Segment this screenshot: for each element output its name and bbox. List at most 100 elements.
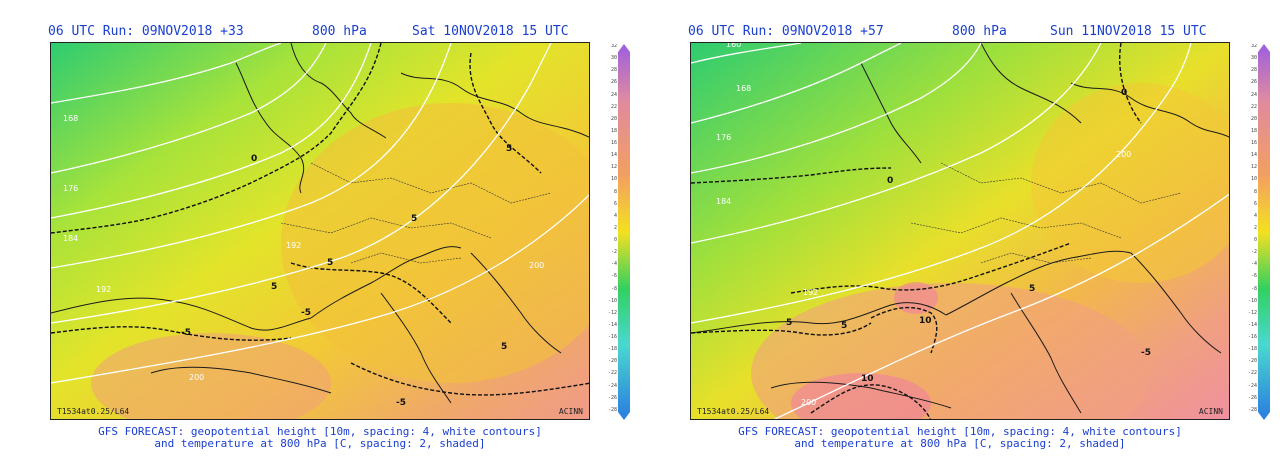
map-caption: GFS FORECAST: geopotential height [10m, … <box>0 426 640 450</box>
temp-label: -5 <box>181 328 191 338</box>
forecast-panel-right: 06 UTC Run: 09NOV2018 +57 800 hPa Sun 11… <box>640 0 1280 462</box>
temp-label: 5 <box>786 318 792 328</box>
temp-label: 10 <box>861 374 874 384</box>
colorbar-tick-label: -2 <box>1250 249 1257 256</box>
colorbar-tick-label: -24 <box>607 382 617 389</box>
colorbar-tick-label: -14 <box>1247 321 1257 328</box>
level-label: 800 hPa <box>952 24 1007 39</box>
colorbar-tick-label: -18 <box>1247 346 1257 353</box>
colorbar-tick-label: 0 <box>613 237 617 244</box>
run-label: 06 UTC Run: 09NOV2018 +57 <box>688 24 884 39</box>
map-svg: 160 168 176 184 192 200 200 0 0 5 5 5 10… <box>691 43 1229 419</box>
colorbar-tick-label: 26 <box>1250 79 1257 86</box>
colorbar-tick-label: -14 <box>607 321 617 328</box>
credit-tag: ACINN <box>558 407 583 416</box>
colorbar-tick-label: 14 <box>610 152 617 159</box>
model-tag: T1534at0.25/L64 <box>57 407 130 416</box>
height-label: 200 <box>189 373 204 382</box>
forecast-map: 160 168 176 184 192 200 200 0 0 5 5 5 10… <box>690 42 1230 420</box>
temp-label: 5 <box>411 214 417 224</box>
credit-tag: ACINN <box>1198 407 1223 416</box>
colorbar-tick-label: -10 <box>607 297 617 304</box>
temp-label: -5 <box>1141 348 1151 358</box>
colorbar-tick-label: 2 <box>613 224 617 231</box>
temp-label: 0 <box>1121 88 1127 98</box>
height-label: 192 <box>803 288 818 297</box>
colorbar-tick-label: -24 <box>1247 382 1257 389</box>
colorbar-tick-label: 10 <box>1250 176 1257 183</box>
forecast-map: 168 176 184 192 192 200 200 0 5 5 5 5 -5… <box>50 42 590 420</box>
colorbar-tick-label: -6 <box>1250 273 1257 280</box>
colorbar-tick-label: 20 <box>1250 115 1257 122</box>
temp-label: -5 <box>396 398 406 408</box>
model-tag: T1534at0.25/L64 <box>697 407 770 416</box>
colorbar-tick-label: -18 <box>607 346 617 353</box>
map-caption: GFS FORECAST: geopotential height [10m, … <box>640 426 1280 450</box>
colorbar-tick-label: -2 <box>610 249 617 256</box>
caption-line-1: GFS FORECAST: geopotential height [10m, … <box>738 425 1182 438</box>
map-svg: 168 176 184 192 192 200 200 0 5 5 5 5 -5… <box>51 43 589 419</box>
colorbar-tick-label: 22 <box>610 103 617 110</box>
colorbar-tick-label: 18 <box>610 127 617 134</box>
run-label: 06 UTC Run: 09NOV2018 +33 <box>48 24 244 39</box>
colorbar-tick-label: 6 <box>1253 200 1257 207</box>
level-label: 800 hPa <box>312 24 367 39</box>
colorbar-tick-label: 16 <box>610 140 617 147</box>
forecast-panel-left: 06 UTC Run: 09NOV2018 +33 800 hPa Sat 10… <box>0 24 640 450</box>
colorbar-tick-label: -26 <box>607 394 617 401</box>
colorbar-tick-label: -12 <box>607 309 617 316</box>
colorbar-tick-label: 32 <box>1250 44 1257 49</box>
colorbar-tick-label: -16 <box>607 334 617 341</box>
colorbar <box>618 44 630 420</box>
colorbar-tick-label: 14 <box>1250 152 1257 159</box>
height-label: 168 <box>63 114 78 123</box>
colorbar-tick-label: 30 <box>1250 55 1257 62</box>
colorbar-tick-label: -4 <box>1250 261 1257 268</box>
temp-label: -5 <box>301 308 311 318</box>
colorbar-tick-label: 8 <box>1253 188 1257 195</box>
colorbar-tick-label: 28 <box>610 67 617 74</box>
colorbar-tick-label: 18 <box>1250 127 1257 134</box>
temp-label: 10 <box>919 316 932 326</box>
caption-line-1: GFS FORECAST: geopotential height [10m, … <box>98 425 542 438</box>
colorbar-tick-label: 10 <box>610 176 617 183</box>
colorbar-tick-label: -26 <box>1247 394 1257 401</box>
colorbar-tick-label: -12 <box>1247 309 1257 316</box>
colorbar-tick-label: -6 <box>610 273 617 280</box>
height-label: 160 <box>726 43 741 49</box>
valid-time-label: Sat 10NOV2018 15 UTC <box>412 24 569 39</box>
colorbar-tick-label: 28 <box>1250 67 1257 74</box>
height-label: 192 <box>286 241 301 250</box>
colorbar-tick-label: 24 <box>610 91 617 98</box>
colorbar-tick-label: 30 <box>610 55 617 62</box>
temp-label: 5 <box>506 144 512 154</box>
height-label: 176 <box>63 184 78 193</box>
temp-label: 5 <box>271 282 277 292</box>
colorbar-tick-label: 12 <box>610 164 617 171</box>
colorbar-tick-label: 16 <box>1250 140 1257 147</box>
colorbar-tick-label: -8 <box>610 285 617 292</box>
colorbar-tick-label: -16 <box>1247 334 1257 341</box>
colorbar-tick-label: -28 <box>1247 406 1257 413</box>
colorbar-tick-label: 8 <box>613 188 617 195</box>
colorbar-tick-label: 20 <box>610 115 617 122</box>
temp-label: 5 <box>327 258 333 268</box>
colorbar-tick-label: 0 <box>1253 237 1257 244</box>
colorbar-labels: 32 30 28 26 24 22 20 18 16 14 12 10 8 6 4 2 0 -2 -4 -6 -8 -10… <box>1243 44 1257 420</box>
temp-label: 5 <box>841 321 847 331</box>
valid-time-label: Sun 11NOV2018 15 UTC <box>1050 24 1207 39</box>
colorbar-tick-label: 22 <box>1250 103 1257 110</box>
temp-label: 5 <box>501 342 507 352</box>
colorbar-tick-label: -10 <box>1247 297 1257 304</box>
colorbar-tick-label: 12 <box>1250 164 1257 171</box>
height-label: 184 <box>63 234 78 243</box>
height-label: 168 <box>736 84 751 93</box>
colorbar-tick-label: -4 <box>610 261 617 268</box>
colorbar-tick-label: 6 <box>613 200 617 207</box>
height-label: 176 <box>716 133 731 142</box>
height-label: 200 <box>801 398 816 407</box>
temp-label: 0 <box>251 154 257 164</box>
colorbar-tick-label: 2 <box>1253 224 1257 231</box>
height-label: 184 <box>716 197 731 206</box>
colorbar-tick-label: 4 <box>1253 212 1257 219</box>
